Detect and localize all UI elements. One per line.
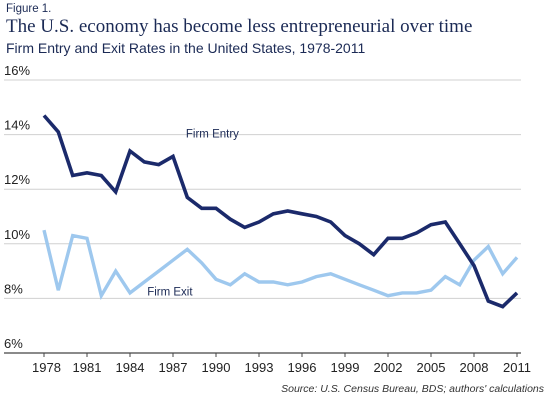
x-tick-label: 1978 <box>32 360 61 375</box>
grid-lines <box>4 79 521 354</box>
series-labels: Firm Entry Firm Exit <box>147 128 239 298</box>
x-tick-label: 1987 <box>159 360 188 375</box>
x-tick-label: 1990 <box>202 360 231 375</box>
x-tick-label: 2011 <box>503 360 531 375</box>
y-tick-label: 14% <box>4 118 30 133</box>
x-tick-label: 2005 <box>417 360 446 375</box>
x-tick-label: 1999 <box>331 360 360 375</box>
firm-entry-label: Firm Entry <box>186 128 239 140</box>
figure-label: Figure 1. <box>6 3 52 15</box>
firm-exit-line <box>42 229 519 301</box>
y-tick-label: 16% <box>4 63 30 78</box>
y-tick-label: 12% <box>4 172 30 187</box>
x-axis-ticks: 1978 1981 1984 1987 1990 1993 1996 1999 2002 2005… <box>32 353 531 375</box>
x-tick-label: 1981 <box>73 360 102 375</box>
source-note: Source: U.S. Census Bureau, BDS; authors… <box>281 383 544 395</box>
x-tick-label: 2008 <box>460 360 489 375</box>
x-tick-label: 1993 <box>245 360 274 375</box>
series-lines <box>42 114 519 309</box>
y-tick-label: 10% <box>4 227 30 242</box>
x-tick-label: 1984 <box>116 360 145 375</box>
y-tick-label: 8% <box>4 281 23 296</box>
firm-exit-label: Firm Exit <box>147 287 193 299</box>
firm-entry-line <box>42 114 519 309</box>
x-tick-label: 2002 <box>374 360 403 375</box>
y-axis-ticks: 6% 8% 10% 12% 14% 16% <box>4 63 30 351</box>
y-tick-label: 6% <box>4 336 23 351</box>
chart-subtitle: Firm Entry and Exit Rates in the United … <box>6 40 366 56</box>
chart-title: The U.S. economy has become less entrepr… <box>6 16 473 37</box>
x-tick-label: 1996 <box>288 360 317 375</box>
